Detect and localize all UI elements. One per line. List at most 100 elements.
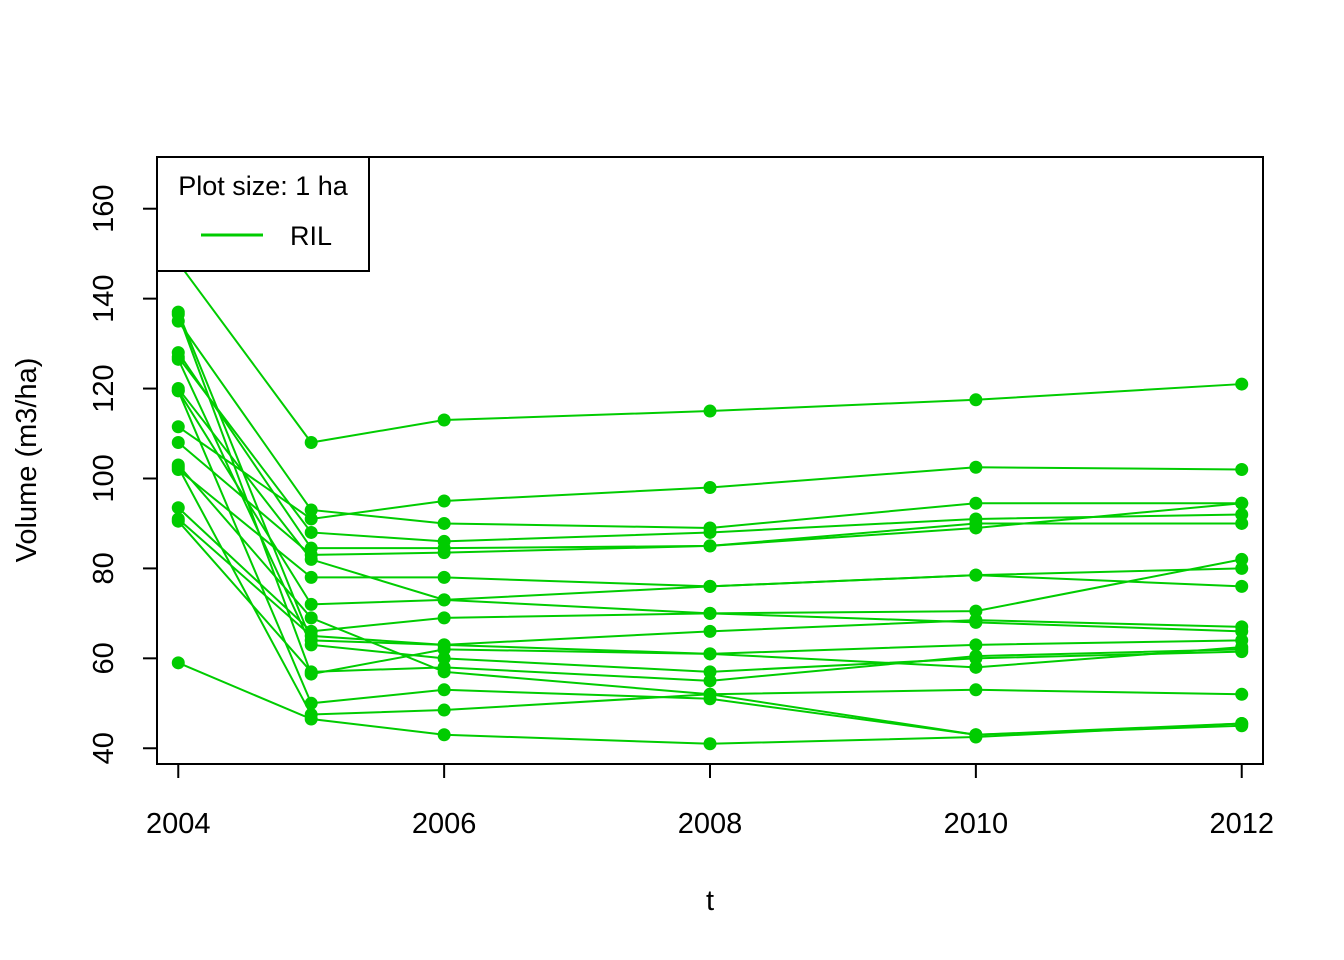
data-point xyxy=(304,512,318,526)
data-point xyxy=(1235,561,1249,575)
legend-entry-label: RIL xyxy=(290,221,332,251)
data-point xyxy=(171,460,185,474)
data-point xyxy=(969,683,983,697)
data-point xyxy=(171,384,185,398)
data-point xyxy=(703,737,717,751)
data-point xyxy=(437,611,451,625)
data-point xyxy=(703,539,717,553)
data-point xyxy=(437,413,451,427)
data-point xyxy=(969,460,983,474)
data-point xyxy=(969,730,983,744)
series-1 xyxy=(171,256,1249,450)
data-point xyxy=(1235,640,1249,654)
y-tick-label: 120 xyxy=(88,364,120,412)
series-2 xyxy=(171,420,1249,526)
data-point xyxy=(1235,687,1249,701)
series-line xyxy=(177,387,1242,615)
y-tick-label: 80 xyxy=(88,552,120,584)
series-line xyxy=(177,262,1242,444)
data-point xyxy=(437,660,451,674)
x-axis-title: t xyxy=(706,885,714,917)
x-tick-label: 2012 xyxy=(1209,808,1274,840)
series-line xyxy=(177,311,1242,655)
data-point xyxy=(703,525,717,539)
data-point xyxy=(1235,552,1249,566)
data-point xyxy=(1235,620,1249,634)
data-point xyxy=(304,638,318,652)
y-tick-label: 160 xyxy=(88,185,120,233)
data-point xyxy=(304,611,318,625)
data-point xyxy=(304,503,318,517)
data-point xyxy=(304,667,318,681)
series-16 xyxy=(171,307,1249,681)
data-point xyxy=(703,404,717,418)
data-point xyxy=(437,642,451,656)
legend-box xyxy=(156,156,370,272)
series-line xyxy=(177,320,1242,529)
data-point xyxy=(703,647,717,661)
data-point xyxy=(171,307,185,321)
data-point xyxy=(703,674,717,688)
x-tick-label: 2006 xyxy=(412,808,477,840)
data-point xyxy=(1235,516,1249,530)
data-point xyxy=(703,624,717,638)
series-3 xyxy=(171,314,1249,535)
series-line xyxy=(177,520,1242,682)
y-tick-label: 140 xyxy=(88,274,120,322)
data-point xyxy=(304,436,318,450)
series-line xyxy=(177,468,1242,588)
legend: Plot size: 1 ha RIL xyxy=(156,156,370,272)
data-point xyxy=(304,525,318,539)
x-axis: 2004 2006 2008 2010 2012 xyxy=(146,763,1274,840)
data-point xyxy=(437,570,451,584)
x-tick-label: 2004 xyxy=(146,808,211,840)
data-point xyxy=(969,521,983,535)
data-point xyxy=(1235,496,1249,510)
data-point xyxy=(171,514,185,528)
data-point xyxy=(304,552,318,566)
data-point xyxy=(171,420,185,434)
data-point xyxy=(437,651,451,665)
data-point xyxy=(437,703,451,717)
data-point xyxy=(437,494,451,508)
data-point xyxy=(969,496,983,510)
series-line xyxy=(177,466,1242,736)
data-point xyxy=(703,579,717,593)
data-point xyxy=(171,352,185,366)
x-tick-label: 2008 xyxy=(678,808,743,840)
series-line xyxy=(177,356,1242,543)
data-point xyxy=(703,687,717,701)
data-point xyxy=(1235,377,1249,391)
data-point xyxy=(969,604,983,618)
y-axis-title: Volume (m3/ha) xyxy=(11,358,43,563)
data-point xyxy=(1235,579,1249,593)
series-line xyxy=(177,390,1242,606)
data-point xyxy=(1235,717,1249,731)
data-point xyxy=(703,480,717,494)
legend-title: Plot size: 1 ha xyxy=(178,171,349,201)
y-tick-label: 100 xyxy=(88,454,120,502)
data-point xyxy=(437,516,451,530)
data-point xyxy=(171,501,185,515)
data-point xyxy=(437,728,451,742)
data-point xyxy=(969,660,983,674)
series-layer xyxy=(171,256,1249,751)
y-axis: 40 60 80 100 120 140 160 xyxy=(88,185,158,764)
series-line xyxy=(177,661,1242,745)
series-19 xyxy=(171,656,1249,751)
data-point xyxy=(969,613,983,627)
data-point xyxy=(703,606,717,620)
data-point xyxy=(969,393,983,407)
data-point xyxy=(437,593,451,607)
data-point xyxy=(304,597,318,611)
series-line xyxy=(177,441,1242,556)
data-point xyxy=(171,436,185,450)
x-tick-label: 2010 xyxy=(944,808,1009,840)
series-line xyxy=(177,314,1242,676)
series-line xyxy=(177,506,1242,633)
series-line xyxy=(177,425,1242,520)
data-point xyxy=(969,649,983,663)
data-point xyxy=(304,712,318,726)
data-point xyxy=(969,638,983,652)
